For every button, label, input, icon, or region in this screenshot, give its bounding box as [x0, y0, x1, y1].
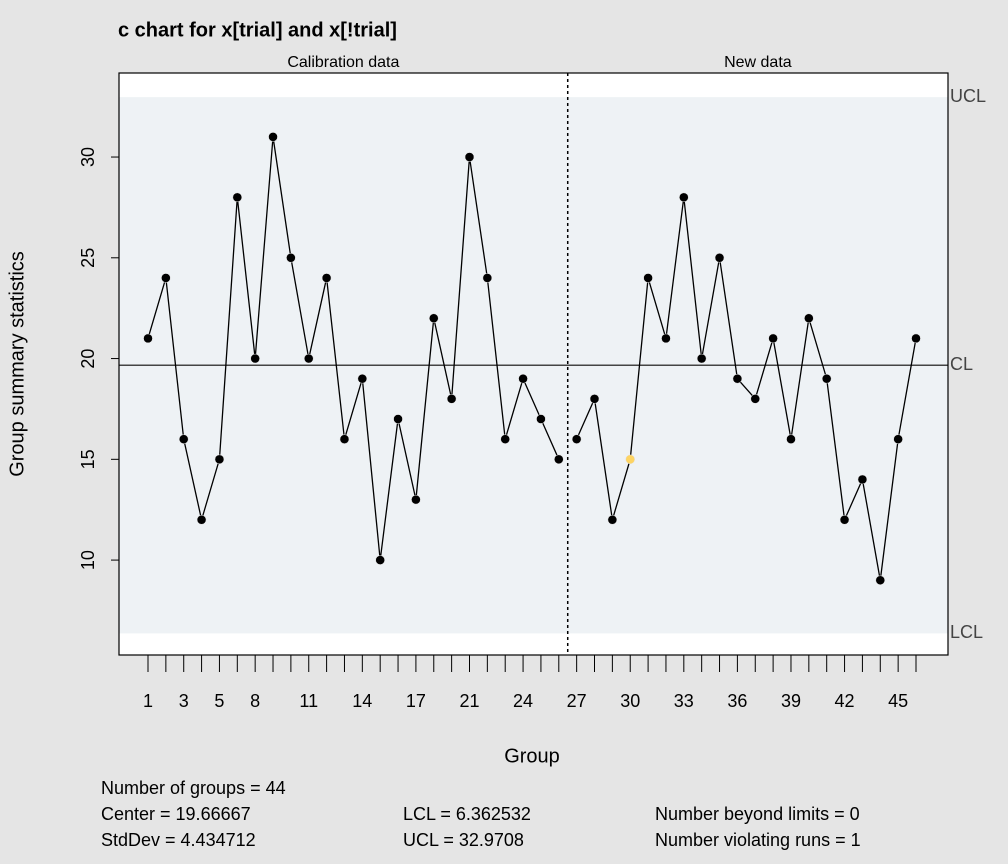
series-line: [576, 197, 917, 581]
data-point: [214, 454, 225, 465]
data-point: [786, 434, 796, 444]
x-tick-label: 5: [214, 691, 224, 711]
data-point: [714, 253, 725, 263]
stat-text: Number beyond limits = 0: [655, 804, 860, 824]
y-tick-label: 30: [78, 147, 98, 167]
x-axis-title: Group: [504, 745, 560, 767]
data-point: [286, 253, 296, 263]
x-tick-label: 8: [250, 691, 260, 711]
x-tick-label: 24: [513, 691, 533, 711]
x-tick-label: 39: [781, 691, 801, 711]
y-axis-title: Group summary statistics: [6, 251, 28, 477]
y-tick-label: 10: [78, 550, 98, 570]
x-tick-label: 33: [674, 691, 694, 711]
data-point: [554, 454, 564, 465]
x-tick-label: 11: [299, 691, 318, 711]
data-point: [661, 333, 671, 344]
data-point: [393, 414, 403, 424]
data-point: [321, 273, 332, 283]
limit-label: UCL: [950, 86, 986, 106]
data-point: [911, 333, 921, 344]
x-tick-label: 42: [835, 691, 855, 711]
x-tick-label: 27: [567, 691, 587, 711]
chart-title: c chart for x[trial] and x[!trial]: [118, 19, 397, 41]
data-point: [857, 474, 868, 485]
data-point: [375, 555, 385, 565]
x-tick-label: 45: [888, 691, 908, 711]
data-point: [303, 353, 314, 364]
data-point: [482, 273, 493, 283]
stat-text: Number of groups = 44: [101, 778, 286, 798]
stat-text: LCL = 6.362532: [403, 804, 531, 824]
stat-text: UCL = 32.9708: [403, 830, 524, 850]
data-point: [232, 192, 243, 203]
stat-text: StdDev = 4.434712: [101, 830, 256, 850]
data-point: [839, 515, 850, 525]
stat-text: Number violating runs = 1: [655, 830, 861, 850]
y-tick-label: 20: [78, 349, 98, 369]
data-point: [625, 454, 635, 465]
data-point: [804, 313, 814, 324]
data-point: [607, 515, 618, 525]
stat-text: Center = 19.66667: [101, 804, 251, 824]
data-point: [429, 313, 439, 324]
data-point: [250, 353, 260, 364]
x-tick-label: 1: [143, 691, 153, 711]
data-point: [196, 515, 207, 525]
data-point: [750, 394, 761, 404]
data-point: [768, 333, 778, 344]
data-point: [143, 333, 153, 344]
x-tick-label: 14: [352, 691, 372, 711]
data-point: [696, 353, 707, 364]
data-point: [411, 494, 421, 505]
data-point: [821, 373, 832, 384]
data-point: [679, 192, 689, 203]
x-tick-label: 36: [727, 691, 747, 711]
data-point: [893, 434, 903, 444]
data-point: [161, 273, 171, 283]
panel-label: Calibration data: [287, 54, 399, 71]
limit-label: CL: [950, 354, 973, 374]
data-point: [500, 434, 510, 444]
series-line: [147, 136, 560, 561]
data-point: [357, 373, 368, 384]
y-tick-label: 15: [78, 449, 98, 469]
limit-label: LCL: [950, 622, 983, 642]
data-point: [339, 434, 350, 444]
panel-label: New data: [724, 54, 792, 71]
data-point: [875, 575, 886, 585]
data-point: [643, 273, 653, 283]
data-point: [464, 152, 475, 162]
y-tick-label: 25: [78, 248, 98, 268]
data-point: [732, 373, 743, 384]
x-tick-label: 3: [179, 691, 189, 711]
data-point: [589, 394, 600, 404]
data-point: [571, 434, 582, 444]
data-point: [268, 132, 278, 142]
x-tick-label: 30: [620, 691, 640, 711]
data-point: [536, 414, 546, 424]
data-point: [446, 394, 457, 404]
x-tick-label: 21: [459, 691, 479, 711]
data-point: [518, 373, 528, 384]
x-tick-label: 17: [406, 691, 426, 711]
data-point: [178, 434, 189, 444]
plot-frame: [118, 72, 949, 656]
